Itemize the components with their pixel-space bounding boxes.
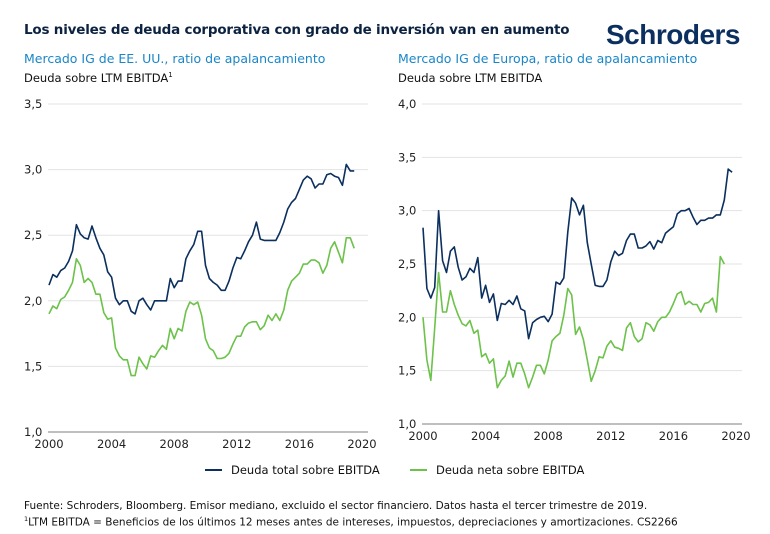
eu-ytick-label: 2,0 — [398, 310, 416, 324]
source-footnote: Fuente: Schroders, Bloomberg. Emisor med… — [24, 500, 648, 512]
footnote-marker: 1 — [24, 515, 29, 523]
eu-xtick-label: 2004 — [471, 429, 500, 443]
us-xtick-label: 2008 — [160, 437, 189, 451]
us-ylabel-footnote-marker: 1 — [168, 71, 173, 80]
us-ytick-label: 2,0 — [24, 294, 42, 308]
us-ytick-label: 1,5 — [24, 359, 42, 373]
eu-ytick-label: 4,0 — [398, 97, 416, 111]
schroders-logo: Schroders — [606, 19, 741, 50]
eu-xtick-label: 2012 — [596, 429, 625, 443]
eu-chart-ylabel: Deuda sobre LTM EBITDA — [398, 71, 543, 85]
legend-label-net-debt: Deuda neta sobre EBITDA — [436, 463, 585, 477]
eu-total-debt-line — [422, 168, 733, 340]
us-net-debt-line — [48, 237, 355, 377]
legend-label-total-debt: Deuda total sobre EBITDA — [231, 463, 380, 477]
us-xtick-label: 2012 — [222, 437, 251, 451]
us-ytick-label: 3,5 — [24, 97, 42, 111]
us-ylabel-text: Deuda sobre LTM EBITDA — [24, 71, 169, 85]
eu-ytick-label: 3,5 — [398, 150, 416, 164]
eu-ytick-label: 1,0 — [398, 417, 416, 431]
eu-xtick-label: 2000 — [408, 429, 437, 443]
ltm-footnote: 1LTM EBITDA = Beneficios de los últimos … — [24, 515, 678, 529]
us-xtick-label: 2016 — [285, 437, 314, 451]
us-total-debt-line — [48, 163, 355, 315]
legend-swatch-net-debt — [410, 469, 427, 471]
us-xtick-label: 2004 — [97, 437, 126, 451]
eu-ytick-label: 2,5 — [398, 257, 416, 271]
legend-item-net-debt: Deuda neta sobre EBITDA — [410, 463, 584, 477]
eu-xtick-label: 2016 — [659, 429, 688, 443]
legend-item-total-debt: Deuda total sobre EBITDA — [205, 463, 380, 477]
us-ytick-label: 3,0 — [24, 163, 42, 177]
eu-net-debt-line — [422, 255, 726, 389]
legend-swatch-total-debt — [205, 469, 222, 471]
us-xtick-label: 2000 — [34, 437, 63, 451]
us-chart-title: Mercado IG de EE. UU., ratio de apalanca… — [24, 51, 326, 66]
us-ytick-label: 2,5 — [24, 228, 42, 242]
footnote-text: LTM EBITDA = Beneficios de los últimos 1… — [28, 516, 678, 529]
eu-ytick-label: 3,0 — [398, 204, 416, 218]
us-xtick-label: 2020 — [347, 437, 376, 451]
us-ytick-label: 1,0 — [24, 425, 42, 439]
eu-ytick-label: 1,5 — [398, 364, 416, 378]
eu-xtick-label: 2020 — [721, 429, 750, 443]
us-chart-ylabel: Deuda sobre LTM EBITDA1 — [24, 71, 173, 85]
eu-xtick-label: 2008 — [534, 429, 563, 443]
figure-title: Los niveles de deuda corporativa con gra… — [24, 22, 570, 38]
eu-chart-title: Mercado IG de Europa, ratio de apalancam… — [398, 51, 698, 66]
